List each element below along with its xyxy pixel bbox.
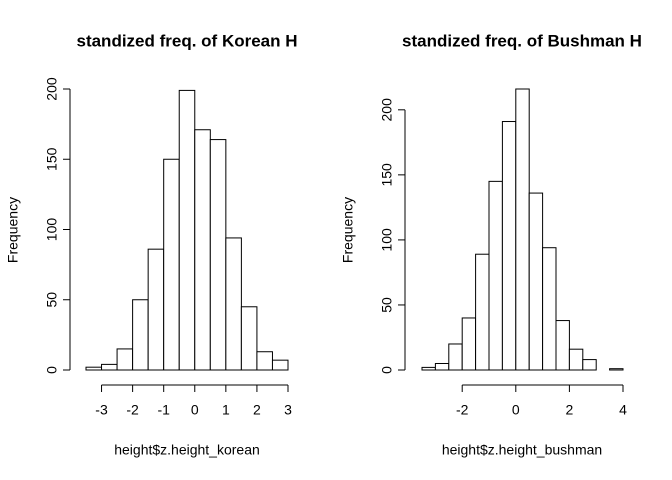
- histogram-bar: [434, 362, 450, 371]
- histogram-bar: [178, 89, 196, 371]
- histogram-bar: [461, 317, 477, 371]
- histogram-bar: [528, 192, 544, 371]
- y-tick-label: 150: [379, 163, 395, 187]
- x-tick-label: -3: [95, 402, 108, 418]
- x-tick-label: 3: [284, 402, 292, 418]
- x-tick-label: -1: [157, 402, 170, 418]
- histogram-bar: [116, 348, 134, 371]
- histogram-bar: [240, 306, 258, 371]
- y-tick-label: 0: [44, 366, 60, 374]
- x-tick-label: -2: [456, 402, 469, 418]
- y-tick-label: 200: [379, 98, 395, 122]
- histogram-bar: [194, 129, 211, 371]
- histogram-bar: [568, 348, 584, 371]
- histogram-bar: [163, 158, 180, 371]
- y-tick-label: 50: [44, 292, 60, 308]
- histogram-bar: [147, 248, 165, 371]
- chart-title: standized freq. of Korean H: [76, 31, 297, 50]
- x-tick-label: 0: [191, 402, 199, 418]
- x-tick-label: 2: [253, 402, 261, 418]
- y-tick-label: 100: [44, 218, 60, 242]
- y-tick-label: 50: [379, 297, 395, 313]
- histogram-bar: [501, 121, 517, 371]
- x-tick-label: 1: [222, 402, 230, 418]
- histogram-bar: [515, 88, 530, 371]
- histogram-bar: [85, 366, 103, 371]
- histogram-bar: [555, 320, 570, 371]
- histogram-bar: [209, 139, 227, 371]
- y-tick-label: 150: [44, 147, 60, 171]
- histogram-bar: [475, 253, 490, 371]
- x-tick-label: 4: [619, 402, 627, 418]
- histogram-bar: [101, 363, 118, 371]
- x-tick-label: 0: [512, 402, 520, 418]
- x-axis-label: height$z.height_bushman: [442, 442, 602, 458]
- histogram-bar: [256, 351, 273, 371]
- y-tick-label: 100: [379, 228, 395, 252]
- y-axis-label: Frequency: [5, 197, 21, 263]
- x-tick-label: 2: [566, 402, 574, 418]
- y-tick-label: 200: [44, 77, 60, 101]
- x-tick-label: -2: [126, 402, 139, 418]
- y-tick-label: 0: [379, 366, 395, 374]
- histogram-bar: [421, 366, 436, 371]
- chart-title: standized freq. of Bushman H: [402, 31, 642, 50]
- histogram-bar: [582, 359, 597, 371]
- histogram-bar: [225, 237, 242, 371]
- y-axis-label: Frequency: [340, 197, 356, 263]
- histogram-bar: [542, 247, 557, 371]
- histogram-bar: [448, 343, 463, 371]
- histogram-bar: [488, 180, 503, 371]
- histogram-bar: [609, 368, 624, 371]
- histogram-bar: [132, 299, 149, 371]
- histogram-bar: [271, 359, 289, 371]
- x-axis-label: height$z.height_korean: [114, 442, 260, 458]
